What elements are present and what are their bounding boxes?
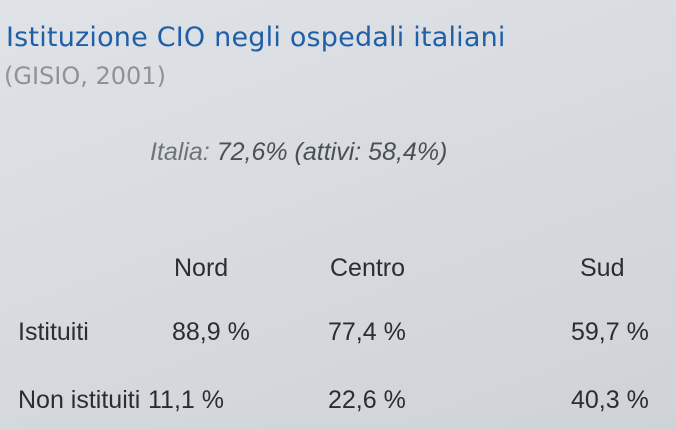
row-label-non-istituiti: Non istituiti [18, 386, 141, 414]
slide-subtitle: (GISIO, 2001) [4, 62, 166, 90]
cell-istituiti-nord: 88,9 % [172, 318, 250, 346]
cell-non-istituiti-sud: 40,3 % [571, 386, 649, 414]
slide-title: Istituzione CIO negli ospedali italiani [6, 22, 506, 53]
cell-istituiti-centro: 77,4 % [328, 318, 406, 346]
cell-non-istituiti-nord: 11,1 % [148, 386, 224, 414]
summary-value: 72,6% (attivi: 58,4%) [216, 138, 448, 166]
column-header-sud: Sud [580, 254, 625, 282]
row-label-istituiti: Istituiti [18, 318, 89, 346]
cell-non-istituiti-centro: 22,6 % [328, 386, 406, 414]
cell-istituiti-sud: 59,7 % [571, 318, 649, 346]
summary-country: Italia: [150, 138, 210, 166]
column-header-nord: Nord [174, 254, 229, 282]
summary-line: Italia: 72,6% (attivi: 58,4%) [150, 138, 447, 167]
column-header-centro: Centro [330, 254, 406, 282]
